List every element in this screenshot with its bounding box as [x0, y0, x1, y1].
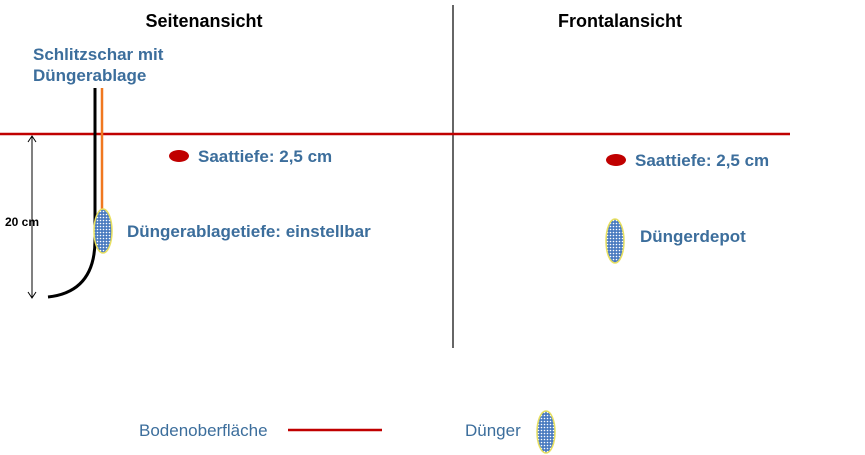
legend-fertilizer-icon: [536, 410, 556, 454]
seed-icon: [169, 150, 189, 162]
side-view-title: Seitenansicht: [145, 11, 262, 31]
fertilizer-depot-icon: [93, 208, 113, 254]
side-seed-depth-label: Saattiefe: 2,5 cm: [198, 147, 332, 166]
slot-coulter: [47, 88, 97, 299]
coulter-label-line2: Düngerablage: [33, 66, 146, 85]
legend-fertilizer-label: Dünger: [465, 421, 521, 440]
depth-dimension-label: 20 cm: [5, 215, 39, 229]
fertilizer-depth-label: Düngerablagetiefe: einstellbar: [127, 222, 371, 241]
legend-soil-surface-label: Bodenoberfläche: [139, 421, 268, 440]
fertilizer-depot-label: Düngerdepot: [640, 227, 746, 246]
coulter-label-line1: Schlitzschar mit: [33, 45, 164, 64]
depth-arrow-head-bottom: [27, 291, 37, 299]
front-view-title: Frontalansicht: [558, 11, 682, 31]
fertilizer-depot-icon: [605, 218, 625, 264]
seed-icon: [606, 154, 626, 166]
depth-arrow-head-top: [27, 135, 37, 143]
front-seed-depth-label: Saattiefe: 2,5 cm: [635, 151, 769, 170]
